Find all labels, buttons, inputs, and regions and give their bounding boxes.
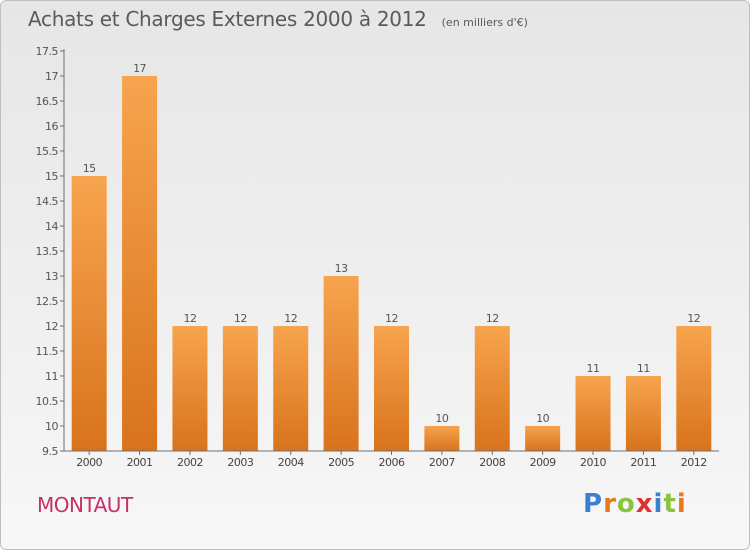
value-label-2010: 11 [587,362,600,375]
logo-letter: o [616,489,636,519]
logo-letter: x [635,489,654,519]
y-tick-label: 13.5 [36,245,59,258]
bar-2006 [374,326,409,451]
value-label-2011: 11 [637,362,650,375]
bar-2007 [424,426,460,451]
x-tick-label-2005: 2005 [328,456,354,469]
value-label-2003: 12 [234,312,247,325]
x-tick-label-2010: 2010 [580,456,606,469]
x-tick-label-2002: 2002 [177,456,203,469]
value-label-2000: 15 [83,162,96,175]
y-tick-label: 11.5 [36,345,59,358]
x-tick-label-2009: 2009 [530,456,556,469]
y-tick-label: 10 [45,420,58,433]
x-tick-label-2003: 2003 [227,456,253,469]
bar-2011 [625,376,661,451]
value-label-2001: 17 [133,62,146,75]
logo-letter: P [583,489,604,519]
x-tick-label-2006: 2006 [379,456,405,469]
x-tick-label-2008: 2008 [479,456,505,469]
y-tick-label: 15.5 [36,145,59,158]
value-label-2005: 13 [335,262,348,275]
y-tick-label: 13 [45,270,58,283]
value-label-2002: 12 [183,312,196,325]
title-row: Achats et Charges Externes 2000 à 2012 (… [28,7,528,31]
x-tick-label-2000: 2000 [76,456,102,469]
bar-2012 [676,326,712,451]
bar-2009 [525,426,561,451]
y-tick-label: 9.5 [42,445,58,458]
x-tick-label-2001: 2001 [127,456,153,469]
value-label-2008: 12 [486,312,499,325]
town-name: MONTAUT [37,493,133,517]
x-tick-label-2007: 2007 [429,456,455,469]
value-label-2004: 12 [284,312,297,325]
bar-2008 [474,326,510,451]
bar-2005 [323,276,359,451]
y-tick-label: 12 [45,320,58,333]
y-tick-label: 17 [45,70,58,83]
logo-letter: t [663,489,677,519]
y-tick-label: 10.5 [36,395,59,408]
value-label-2009: 10 [536,412,549,425]
y-tick-label: 12.5 [36,295,59,308]
x-tick-label-2012: 2012 [681,456,707,469]
y-tick-label: 15 [45,170,58,183]
y-axis: 9.5 10 10.5 11 11.5 12 12.5 13 13.5 14 14.5 15 15.5 1… [36,45,65,458]
y-tick-label: 14.5 [36,195,59,208]
bar-2010 [575,376,611,451]
y-tick-label: 14 [45,220,58,233]
proxiti-logo: Proxiti [583,489,687,519]
y-tick-label: 17.5 [36,45,59,58]
x-axis: 2000 2001 2002 2003 2004 2005 2006 2007 2008 2009… [64,450,719,469]
bar-2000 [71,176,107,451]
value-label-2012: 12 [687,312,700,325]
x-tick-label-2004: 2004 [278,456,304,469]
logo-letter: i [653,489,664,519]
bars: 15 17 12 12 12 13 12 10 12 10 11 11 12 [71,62,712,451]
y-tick-label: 16 [45,120,58,133]
value-label-2007: 10 [435,412,448,425]
chart-unit: (en milliers d'€) [441,16,528,29]
y-tick-label: 16.5 [36,95,59,108]
bar-2003 [222,326,258,451]
value-label-2006: 12 [385,312,398,325]
x-tick-label-2011: 2011 [630,456,656,469]
logo-letter: i [676,489,687,519]
bar-2001 [122,76,158,451]
bar-2004 [273,326,309,451]
bar-2002 [172,326,208,451]
logo-letter: r [603,489,617,519]
y-tick-label: 11 [45,370,58,383]
chart-title: Achats et Charges Externes 2000 à 2012 [28,7,427,31]
